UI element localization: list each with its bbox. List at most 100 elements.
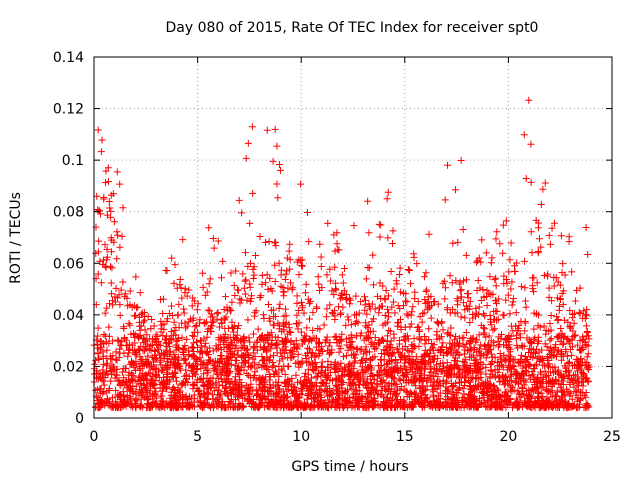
data-point <box>352 292 360 300</box>
data-point <box>522 303 530 311</box>
data-point <box>108 394 116 402</box>
data-point <box>150 361 158 369</box>
data-point <box>321 369 329 377</box>
data-point <box>281 370 289 378</box>
data-point <box>460 350 468 358</box>
data-point <box>328 391 336 399</box>
data-point <box>307 348 315 356</box>
data-point <box>528 274 536 282</box>
data-point <box>126 321 134 329</box>
data-point <box>139 375 147 383</box>
data-point <box>454 342 462 350</box>
data-point <box>534 399 542 407</box>
data-point <box>467 385 475 393</box>
data-point <box>297 180 305 188</box>
data-point <box>552 341 560 349</box>
data-point <box>346 397 354 405</box>
data-point <box>262 238 269 246</box>
data-point <box>485 332 493 340</box>
data-point <box>163 342 171 350</box>
data-point <box>523 334 531 342</box>
data-point <box>236 387 244 395</box>
data-point <box>580 391 588 399</box>
data-point <box>306 379 314 387</box>
data-point <box>535 311 543 319</box>
data-point <box>517 283 525 291</box>
data-point <box>349 379 357 387</box>
data-point <box>571 332 579 340</box>
data-point <box>365 401 373 409</box>
data-point <box>446 272 454 280</box>
data-point <box>301 369 309 377</box>
data-point <box>339 353 347 361</box>
data-point <box>326 265 334 273</box>
data-point <box>403 310 411 318</box>
data-point <box>489 290 497 298</box>
data-point <box>530 309 538 317</box>
data-point <box>207 383 215 391</box>
data-point <box>334 399 342 407</box>
data-point <box>359 363 367 371</box>
data-point <box>168 404 176 412</box>
data-point <box>521 257 529 265</box>
data-point <box>245 392 253 400</box>
data-point <box>114 404 122 412</box>
data-point <box>477 383 485 391</box>
data-point <box>107 279 115 287</box>
data-point <box>285 247 293 255</box>
data-point <box>494 387 502 395</box>
data-point <box>556 295 564 303</box>
data-point <box>250 403 258 411</box>
data-point <box>365 229 373 237</box>
data-point <box>457 286 465 294</box>
data-point <box>293 258 301 266</box>
data-point <box>178 319 186 327</box>
data-point <box>99 260 107 268</box>
data-point <box>375 220 383 228</box>
data-point <box>143 404 151 412</box>
data-point <box>405 347 413 355</box>
data-point <box>301 403 309 411</box>
data-point <box>189 344 197 352</box>
data-point <box>344 346 352 354</box>
data-point <box>157 401 165 409</box>
data-point <box>547 383 555 391</box>
data-point <box>556 395 564 403</box>
data-point <box>412 353 420 361</box>
data-point <box>282 270 290 278</box>
data-point <box>313 304 321 312</box>
data-point <box>109 363 117 371</box>
data-point <box>493 385 501 393</box>
data-point <box>227 396 235 404</box>
data-point <box>330 307 338 315</box>
data-point <box>492 235 500 243</box>
data-point <box>526 338 534 346</box>
data-point <box>408 308 416 316</box>
data-point <box>414 357 422 365</box>
data-point <box>391 309 399 317</box>
data-point <box>364 197 372 205</box>
data-point <box>517 375 525 383</box>
data-point <box>520 377 528 385</box>
data-point <box>374 400 382 408</box>
data-point <box>483 350 491 358</box>
data-point <box>309 334 317 342</box>
data-point <box>382 387 390 395</box>
data-point <box>372 344 380 352</box>
data-point <box>481 341 489 349</box>
data-point <box>467 395 475 403</box>
data-point <box>521 356 529 364</box>
data-point <box>376 233 384 241</box>
data-point <box>365 264 373 272</box>
data-point <box>425 303 433 311</box>
data-point <box>257 292 265 300</box>
data-point <box>204 350 212 358</box>
data-point <box>568 314 576 322</box>
data-point <box>240 284 248 292</box>
data-point <box>556 281 564 289</box>
data-point <box>166 394 174 402</box>
data-point <box>456 280 464 288</box>
data-point <box>370 376 378 384</box>
data-point <box>507 322 515 330</box>
data-point <box>546 240 554 248</box>
